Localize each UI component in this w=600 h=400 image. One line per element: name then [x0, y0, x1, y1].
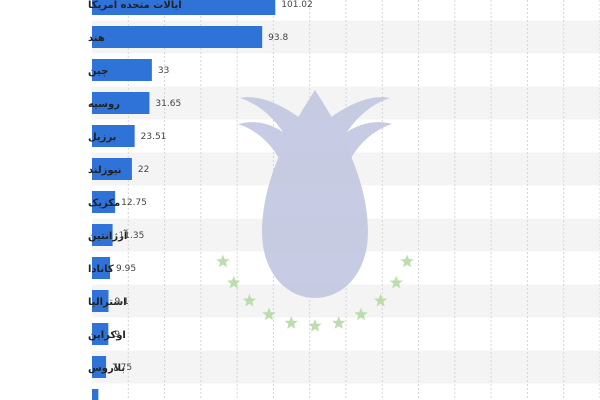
- category-label: چین: [88, 66, 108, 77]
- category-label: استرالیا: [88, 297, 127, 308]
- row-stripe: [92, 350, 600, 384]
- category-label: اوکراین: [88, 330, 126, 341]
- category-label: ایالات متحده آمریکا: [88, 0, 182, 11]
- bar: [92, 290, 109, 312]
- value-label: 31.65: [155, 99, 181, 109]
- value-label: 7.75: [112, 363, 132, 373]
- star-icon: [242, 293, 257, 307]
- star-icon: [389, 275, 403, 289]
- value-label: 33: [158, 66, 169, 76]
- value-label: 9: [114, 330, 120, 340]
- bar: [92, 389, 99, 400]
- watermark-wing-left: [238, 97, 300, 160]
- star-icon: [354, 307, 368, 321]
- bar: [92, 26, 263, 48]
- category-label: مکزیک: [88, 198, 120, 209]
- bar: [92, 191, 116, 213]
- bar: [92, 92, 150, 114]
- star-icon: [216, 254, 230, 268]
- value-label: 101.02: [281, 0, 313, 10]
- value-label: 22: [138, 165, 149, 175]
- category-label: آرژانتین: [88, 229, 128, 242]
- bars: [92, 0, 276, 400]
- bar: [92, 257, 111, 279]
- value-label: 23.51: [141, 132, 167, 142]
- star-icon: [262, 307, 276, 321]
- value-labels: 101.02 93.8 33 31.65 23.51 22 12.75 11.35 9.95 9.…: [112, 0, 313, 373]
- star-icon: [308, 319, 322, 332]
- category-label: نیوزلند: [88, 165, 121, 176]
- category-labels: ایالات متحده آمریکا هند چین روسیه برزیل نیوزل…: [88, 0, 182, 374]
- star-icon: [373, 293, 388, 307]
- star-icon: [332, 316, 346, 329]
- category-label: کانادا: [88, 264, 114, 275]
- category-label: روسیه: [88, 99, 120, 110]
- value-label: 9.95: [116, 264, 136, 274]
- star-icon: [227, 275, 241, 289]
- star-icon: [284, 316, 298, 329]
- watermark-logo: [216, 90, 414, 332]
- star-icon: [400, 254, 414, 268]
- value-label: 11.35: [119, 231, 145, 241]
- category-label: بلاروس: [88, 363, 125, 374]
- value-label: 93.8: [268, 33, 288, 43]
- bar: [92, 59, 152, 81]
- category-label: هند: [88, 33, 105, 44]
- watermark-stars: [216, 254, 414, 332]
- category-label: برزیل: [88, 132, 116, 143]
- bar: [92, 158, 132, 180]
- bar: [92, 224, 113, 246]
- bar: [92, 323, 109, 345]
- value-label: 9.1: [115, 297, 129, 307]
- bar: [92, 125, 135, 147]
- bar: [92, 356, 107, 378]
- value-label: 12.75: [121, 198, 147, 208]
- watermark-wing-right: [330, 97, 392, 160]
- bar: [92, 0, 276, 15]
